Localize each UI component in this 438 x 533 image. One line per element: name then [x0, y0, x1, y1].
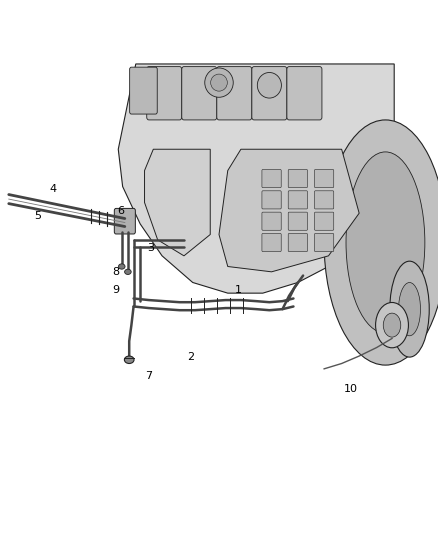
Text: 1: 1 [235, 286, 242, 295]
Polygon shape [145, 149, 210, 256]
Text: 7: 7 [145, 371, 152, 381]
FancyBboxPatch shape [288, 191, 307, 209]
Ellipse shape [383, 313, 401, 337]
FancyBboxPatch shape [314, 169, 334, 188]
Text: 8: 8 [113, 267, 120, 277]
Ellipse shape [211, 74, 227, 91]
FancyBboxPatch shape [288, 233, 307, 252]
FancyBboxPatch shape [314, 212, 334, 230]
Text: 4: 4 [49, 184, 56, 194]
Text: 3: 3 [148, 243, 155, 253]
Text: 5: 5 [34, 211, 41, 221]
FancyBboxPatch shape [262, 212, 281, 230]
FancyBboxPatch shape [262, 169, 281, 188]
Text: 10: 10 [343, 384, 357, 394]
Ellipse shape [118, 264, 125, 269]
Text: 2: 2 [187, 352, 194, 362]
FancyBboxPatch shape [130, 67, 157, 114]
Polygon shape [219, 149, 359, 272]
FancyBboxPatch shape [314, 233, 334, 252]
FancyBboxPatch shape [217, 67, 252, 120]
FancyBboxPatch shape [114, 208, 135, 234]
Text: 6: 6 [117, 206, 124, 215]
FancyBboxPatch shape [252, 67, 287, 120]
Ellipse shape [205, 68, 233, 98]
FancyBboxPatch shape [147, 67, 182, 120]
FancyBboxPatch shape [182, 67, 217, 120]
Ellipse shape [124, 356, 134, 364]
Ellipse shape [324, 120, 438, 365]
FancyBboxPatch shape [287, 67, 322, 120]
Ellipse shape [124, 269, 131, 274]
Ellipse shape [257, 72, 281, 98]
Ellipse shape [346, 152, 425, 333]
Ellipse shape [399, 282, 420, 336]
Ellipse shape [375, 303, 408, 348]
Polygon shape [118, 64, 394, 293]
FancyBboxPatch shape [288, 212, 307, 230]
FancyBboxPatch shape [288, 169, 307, 188]
FancyBboxPatch shape [262, 233, 281, 252]
Ellipse shape [390, 261, 429, 357]
FancyBboxPatch shape [262, 191, 281, 209]
Text: 9: 9 [113, 286, 120, 295]
FancyBboxPatch shape [314, 191, 334, 209]
